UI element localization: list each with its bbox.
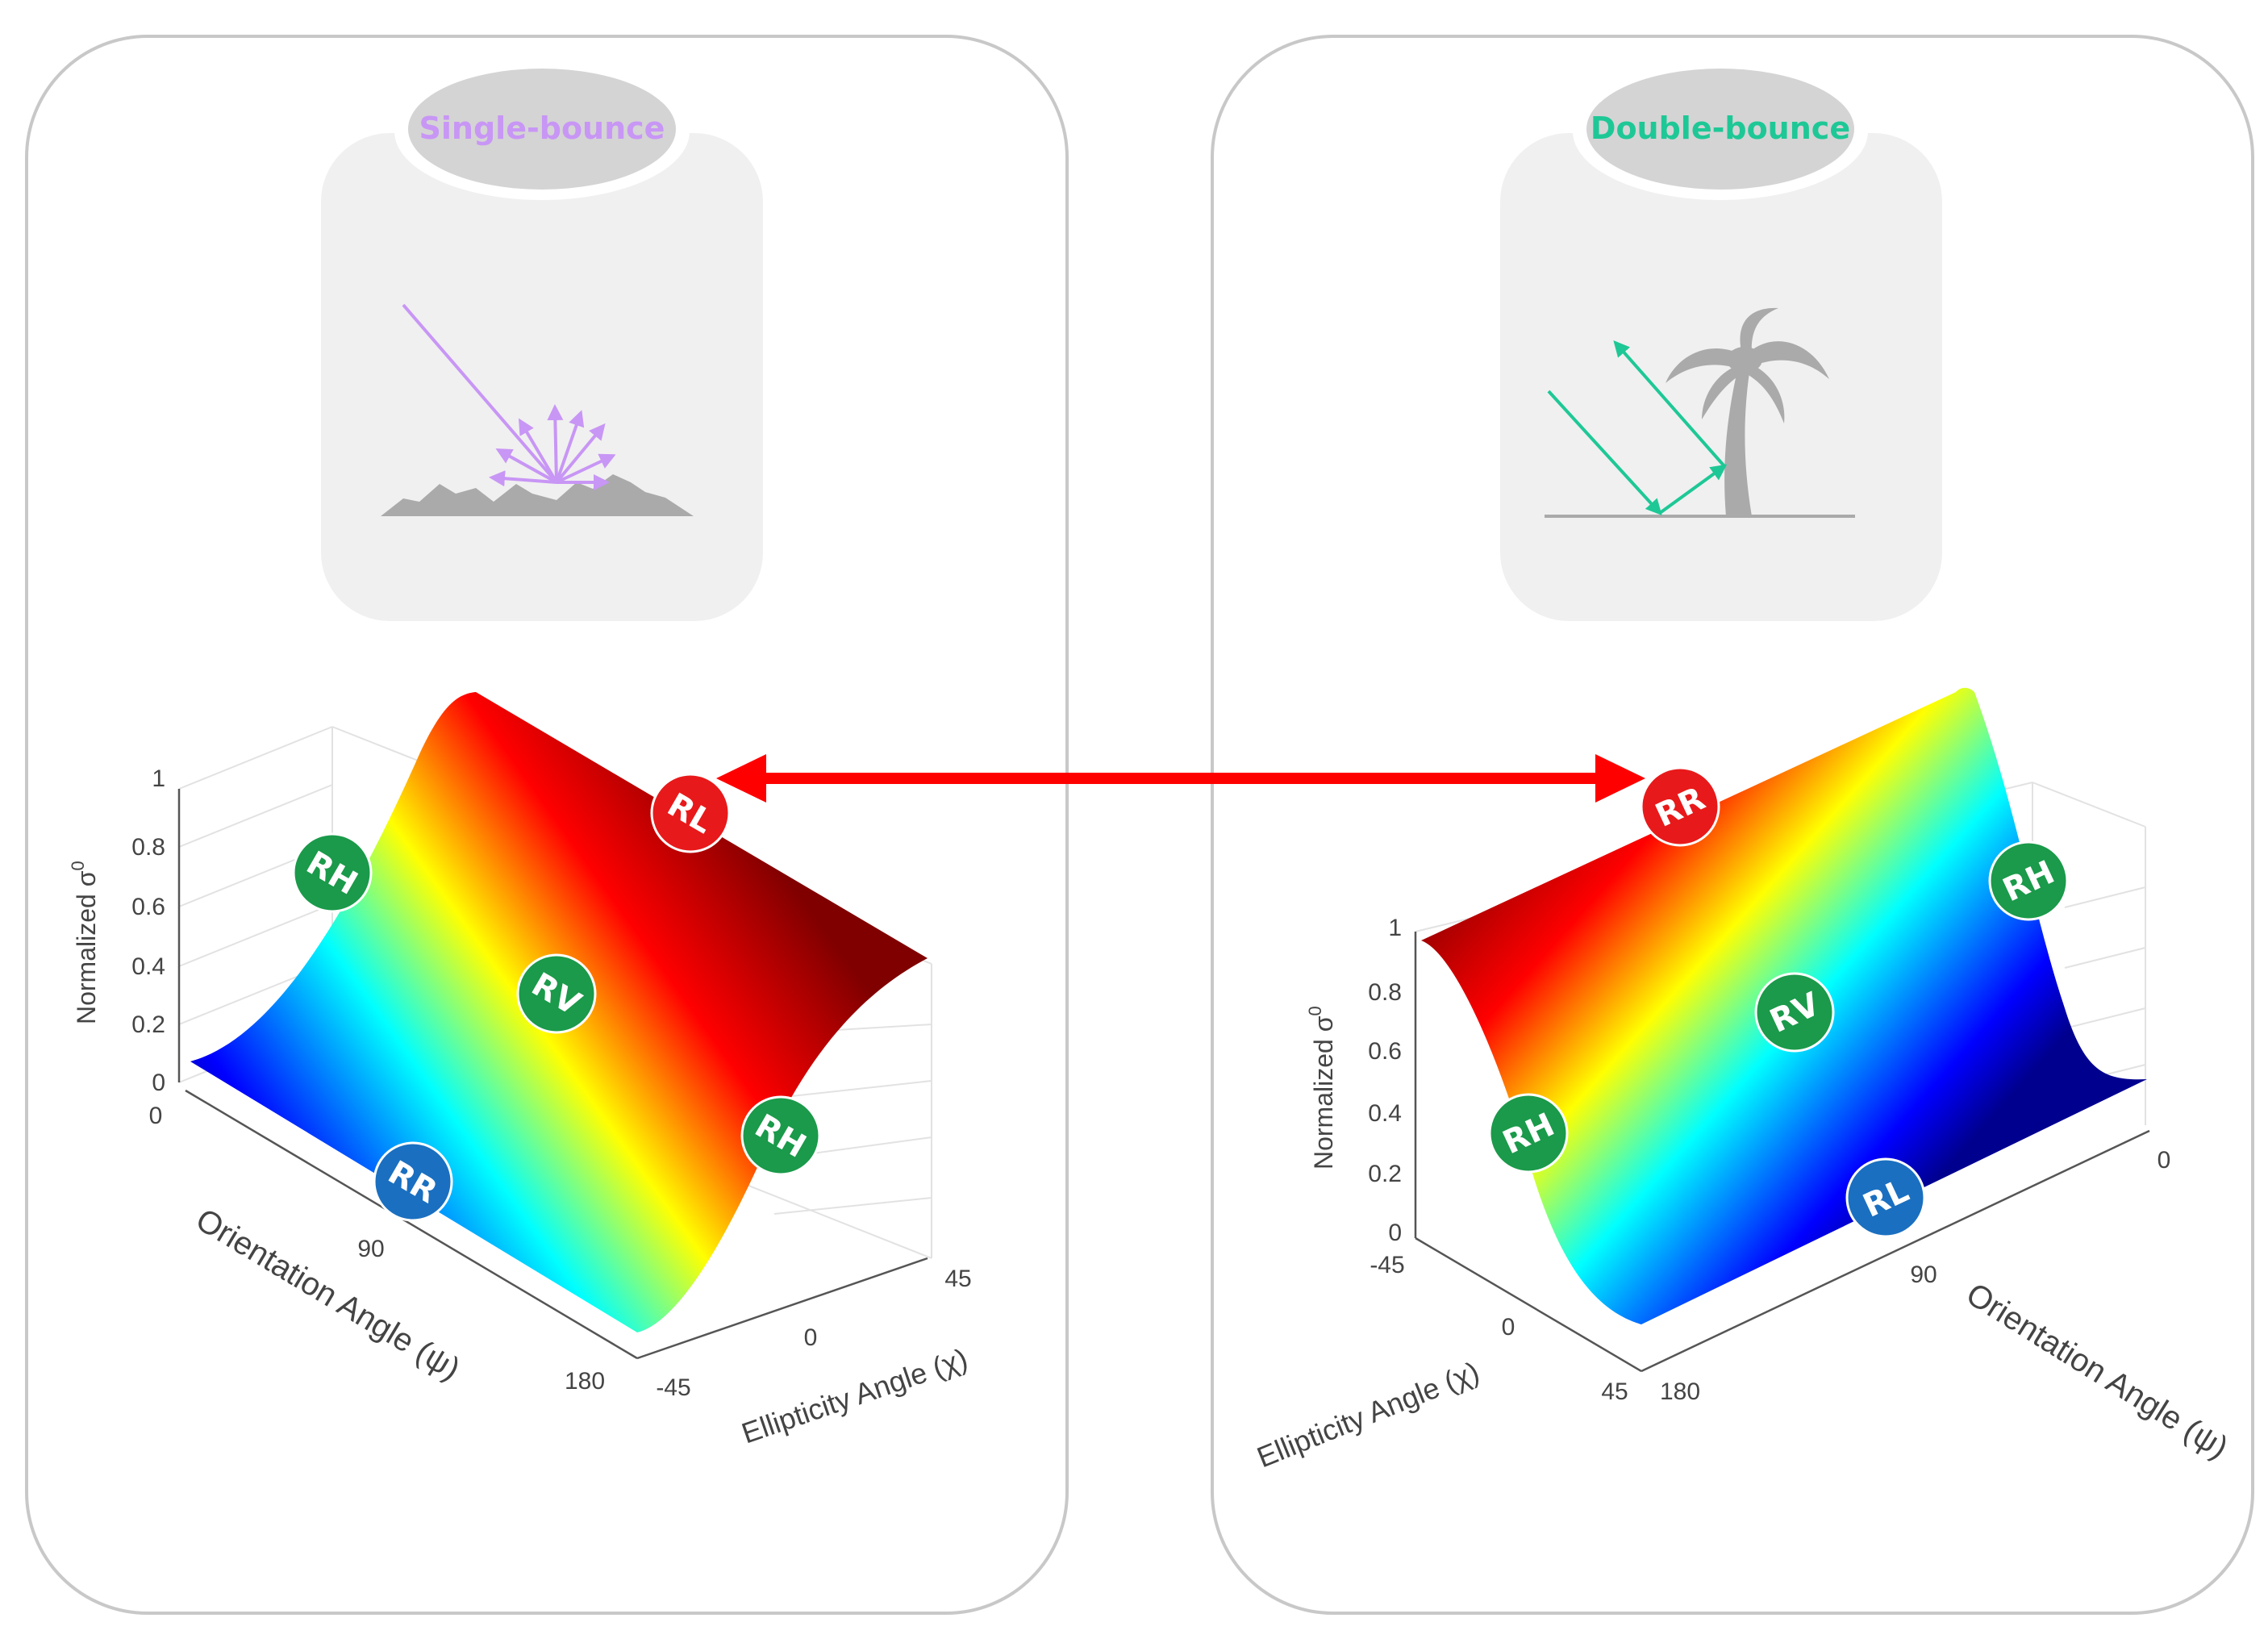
arrow-head-left xyxy=(716,754,766,803)
tag-rl: RL xyxy=(650,773,731,853)
incident-ray xyxy=(1547,390,1662,515)
rough-surface-scatter-icon xyxy=(381,303,694,516)
left-z-ticks: 0 0.2 0.4 0.6 0.8 1 xyxy=(131,765,165,1096)
single-bounce-title-oval xyxy=(408,69,676,190)
tag-circle xyxy=(373,1141,453,1222)
x-tick-label: 0 xyxy=(2158,1147,2171,1174)
tag-circle xyxy=(516,953,597,1034)
right-panel: Double-bounce xyxy=(1211,35,2254,1615)
x-tick-label: 180 xyxy=(565,1368,605,1395)
z-tick-label: 0.2 xyxy=(1368,1161,1402,1187)
left-z-axis-label: Normalized σ0 xyxy=(68,861,101,1024)
double-bounce-title-oval xyxy=(1586,69,1854,190)
single-bounce-card: Single-bounce xyxy=(321,63,763,621)
z-tick-label: 0.4 xyxy=(131,953,165,980)
palm-tree-double-bounce-icon xyxy=(1545,307,1855,518)
scatter-arrows xyxy=(489,404,616,490)
tag-circle xyxy=(1988,840,2069,921)
tag-rr: RR xyxy=(373,1141,453,1222)
double-bounce-card: Double-bounce xyxy=(1500,63,1942,621)
z-tick-label: 0 xyxy=(152,1070,165,1096)
y-tick-label: -45 xyxy=(656,1374,690,1401)
right-z-axis-label: Normalized σ0 xyxy=(1305,1006,1338,1170)
right-z-ticks: 0 0.2 0.4 0.6 0.8 1 xyxy=(1368,915,1402,1246)
ground-reflection-ray xyxy=(1658,464,1728,515)
y-tick-label: 45 xyxy=(1601,1378,1628,1405)
x-tick-label: 90 xyxy=(1910,1261,1937,1288)
right-x-ticks: 0 90 180 xyxy=(1660,1147,2170,1405)
incident-ray xyxy=(402,303,558,484)
z-tick-label: 0.6 xyxy=(131,894,165,920)
single-bounce-title: Single-bounce xyxy=(419,111,665,146)
tag-circle xyxy=(740,1095,821,1176)
tag-rr: RR xyxy=(1640,766,1720,847)
z-tick-label: 0 xyxy=(1388,1220,1402,1246)
palm-tree-shape xyxy=(1666,307,1829,516)
z-tick-label: 1 xyxy=(1388,915,1402,941)
x-tick-label: 0 xyxy=(149,1103,163,1129)
tag-rh-left: RH xyxy=(1488,1093,1569,1174)
tag-rh-lower: RH xyxy=(740,1095,821,1176)
double-bounce-rays xyxy=(1547,340,1728,515)
right-chart-axes xyxy=(1414,932,2150,1373)
z-tick-label: 1 xyxy=(152,765,165,792)
arrow-head-right xyxy=(1595,754,1645,803)
left-y-ticks: -45 0 45 xyxy=(656,1266,971,1401)
double-bounce-title: Double-bounce xyxy=(1591,111,1850,146)
tag-rl: RL xyxy=(1845,1157,1926,1238)
y-tick-label: 0 xyxy=(804,1324,818,1351)
return-ray xyxy=(1613,340,1726,468)
tag-rh-upper: RH xyxy=(292,832,373,913)
tag-circle xyxy=(1640,766,1720,847)
z-tick-label: 0.6 xyxy=(1368,1038,1402,1065)
tag-rv: RV xyxy=(1754,972,1835,1053)
rough-ground-shape xyxy=(381,474,694,516)
left-panel: Single-bounce xyxy=(25,35,1069,1615)
x-tick-label: 90 xyxy=(357,1236,384,1262)
left-x-ticks: 0 90 180 xyxy=(149,1103,605,1395)
tag-circle xyxy=(1754,972,1835,1053)
y-tick-label: -45 xyxy=(1370,1252,1404,1278)
z-tick-label: 0.2 xyxy=(131,1011,165,1038)
y-tick-label: 45 xyxy=(944,1266,971,1292)
tag-rv: RV xyxy=(516,953,597,1034)
y-tick-label: 0 xyxy=(1502,1314,1515,1341)
x-tick-label: 180 xyxy=(1660,1378,1700,1405)
single-bounce-card-bg xyxy=(321,133,763,621)
tag-rh-right: RH xyxy=(1988,840,2069,921)
z-tick-label: 0.4 xyxy=(1368,1100,1402,1127)
left-chart-axes xyxy=(177,789,928,1360)
tag-circle xyxy=(650,773,731,853)
tag-circle xyxy=(1488,1093,1569,1174)
z-tick-label: 0.8 xyxy=(1368,979,1402,1006)
rl-rr-correspondence-arrow xyxy=(716,754,1645,803)
z-tick-label: 0.8 xyxy=(131,834,165,861)
right-y-ticks: -45 0 45 xyxy=(1370,1252,1628,1405)
tag-circle xyxy=(292,832,373,913)
tag-circle xyxy=(1845,1157,1926,1238)
